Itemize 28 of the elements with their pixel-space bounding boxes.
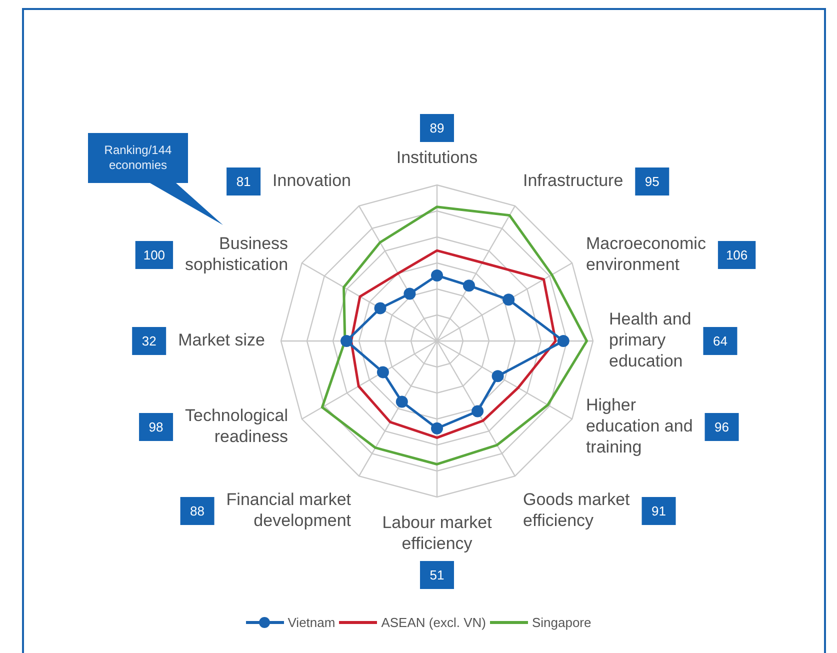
spoke-label: Labour market efficiency bbox=[382, 513, 492, 554]
legend-label: Singapore bbox=[532, 615, 592, 630]
text: 98 bbox=[148, 420, 164, 435]
callout-box: Ranking/144 economies bbox=[88, 133, 224, 226]
text: 106 bbox=[726, 248, 748, 263]
legend-label: Vietnam bbox=[288, 615, 336, 630]
text: 81 bbox=[236, 174, 251, 190]
spoke-label: Higher education and training bbox=[586, 396, 693, 457]
text: 91 bbox=[652, 504, 666, 519]
text: 96 bbox=[714, 420, 730, 435]
text: 51 bbox=[430, 568, 444, 583]
text: 89 bbox=[430, 120, 444, 136]
text: 64 bbox=[712, 334, 728, 349]
spoke-label: Infrastructure bbox=[523, 171, 624, 190]
spoke-label: Health and primary education bbox=[609, 310, 692, 371]
text: 95 bbox=[644, 174, 660, 190]
text: 32 bbox=[142, 334, 156, 349]
text: 100 bbox=[143, 248, 166, 263]
text: 88 bbox=[190, 504, 205, 519]
spoke-label: Goods market efficiency bbox=[523, 490, 630, 530]
spoke-label: Business sophistication bbox=[185, 234, 288, 274]
legend-label: ASEAN (excl. VN) bbox=[381, 615, 486, 630]
spoke-label: Innovation bbox=[272, 171, 351, 190]
spoke-label: Financial market development bbox=[226, 490, 352, 530]
spoke-label: Market size bbox=[178, 330, 265, 350]
spoke-label: Technological readiness bbox=[185, 406, 288, 446]
spoke-label: Macroeconomic environment bbox=[586, 234, 706, 274]
spoke-label: Institutions bbox=[396, 148, 478, 168]
